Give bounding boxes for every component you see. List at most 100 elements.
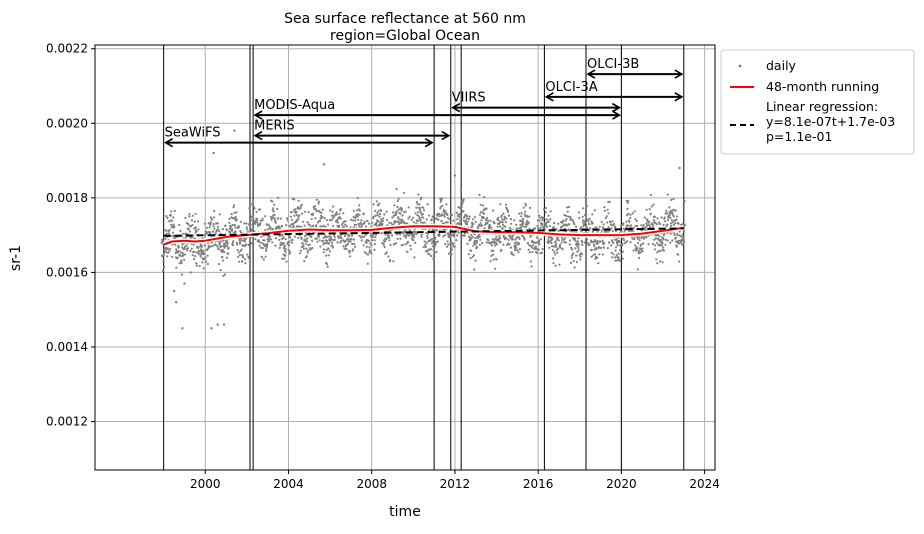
daily-point xyxy=(235,211,238,214)
daily-point xyxy=(391,216,394,219)
daily-point xyxy=(659,238,663,241)
daily-point xyxy=(293,198,296,201)
daily-point xyxy=(398,233,401,236)
daily-point xyxy=(621,257,624,260)
daily-point xyxy=(518,212,521,215)
daily-point xyxy=(279,217,282,220)
daily-point xyxy=(414,212,417,215)
daily-point xyxy=(183,282,186,285)
daily-point xyxy=(599,240,602,243)
daily-point xyxy=(246,228,249,231)
daily-point xyxy=(640,224,643,227)
daily-point xyxy=(594,257,597,260)
daily-point xyxy=(606,247,610,250)
daily-point xyxy=(628,220,631,223)
daily-point xyxy=(488,224,492,227)
daily-point xyxy=(455,211,458,214)
daily-point xyxy=(552,245,555,248)
daily-point xyxy=(353,242,356,246)
daily-point xyxy=(327,223,330,226)
daily-point xyxy=(605,230,608,233)
daily-point xyxy=(300,203,303,206)
daily-point xyxy=(631,237,634,240)
daily-point xyxy=(547,220,550,223)
daily-point xyxy=(674,236,678,239)
daily-point xyxy=(462,210,465,213)
daily-point xyxy=(162,265,166,269)
daily-point xyxy=(641,247,644,250)
daily-point xyxy=(226,240,229,243)
daily-point xyxy=(602,223,605,226)
daily-point xyxy=(459,219,462,222)
daily-point xyxy=(373,239,376,242)
daily-point xyxy=(327,254,330,257)
daily-point xyxy=(180,259,183,262)
daily-point xyxy=(675,215,679,218)
daily-point xyxy=(322,224,325,227)
daily-point xyxy=(217,248,220,251)
mission-arrow-head-right xyxy=(674,92,684,102)
daily-point xyxy=(473,233,476,236)
daily-point xyxy=(588,217,591,220)
daily-point xyxy=(288,250,292,253)
daily-point xyxy=(424,243,427,246)
daily-point xyxy=(325,249,328,252)
daily-point xyxy=(608,200,611,203)
daily-point xyxy=(208,232,212,235)
daily-point xyxy=(269,238,272,241)
daily-point xyxy=(375,200,378,203)
daily-point xyxy=(383,240,386,243)
daily-point xyxy=(636,268,639,271)
daily-point xyxy=(298,252,302,255)
daily-point xyxy=(623,239,626,242)
daily-point xyxy=(247,243,250,247)
daily-point xyxy=(416,213,419,217)
daily-point xyxy=(634,244,637,247)
daily-point xyxy=(420,235,423,238)
daily-point xyxy=(657,234,660,237)
daily-point xyxy=(306,249,310,252)
daily-point xyxy=(468,215,471,218)
daily-point xyxy=(183,258,186,261)
daily-point xyxy=(193,220,196,223)
daily-point xyxy=(477,223,481,226)
daily-point xyxy=(220,250,223,253)
daily-point xyxy=(256,221,259,224)
daily-point xyxy=(682,206,685,209)
daily-point xyxy=(572,252,575,255)
daily-point xyxy=(259,222,262,225)
daily-point xyxy=(197,246,200,249)
daily-point xyxy=(657,249,661,253)
y-tick-label: 0.0020 xyxy=(46,116,88,130)
daily-point xyxy=(590,220,593,223)
daily-point xyxy=(446,213,449,216)
daily-point xyxy=(245,222,248,225)
daily-point xyxy=(545,218,548,221)
daily-point xyxy=(421,213,424,216)
daily-point xyxy=(363,222,366,225)
daily-point xyxy=(502,243,505,246)
daily-point xyxy=(396,205,399,209)
daily-point xyxy=(200,243,203,246)
daily-point xyxy=(495,243,498,246)
daily-point xyxy=(204,256,207,259)
daily-point xyxy=(371,236,374,239)
daily-point xyxy=(575,225,578,228)
daily-point xyxy=(462,219,465,222)
daily-point xyxy=(325,263,329,266)
daily-point xyxy=(385,238,388,241)
daily-point xyxy=(626,201,629,205)
daily-point xyxy=(192,243,195,246)
daily-point xyxy=(572,259,575,263)
daily-point xyxy=(293,235,296,238)
daily-point xyxy=(188,230,192,233)
daily-point xyxy=(395,212,398,215)
daily-point xyxy=(357,218,360,221)
daily-point xyxy=(492,249,495,252)
daily-point xyxy=(413,230,417,233)
daily-point xyxy=(555,245,558,248)
daily-point xyxy=(566,210,569,213)
daily-point xyxy=(456,218,459,221)
daily-point xyxy=(240,248,243,251)
daily-point xyxy=(348,250,351,253)
